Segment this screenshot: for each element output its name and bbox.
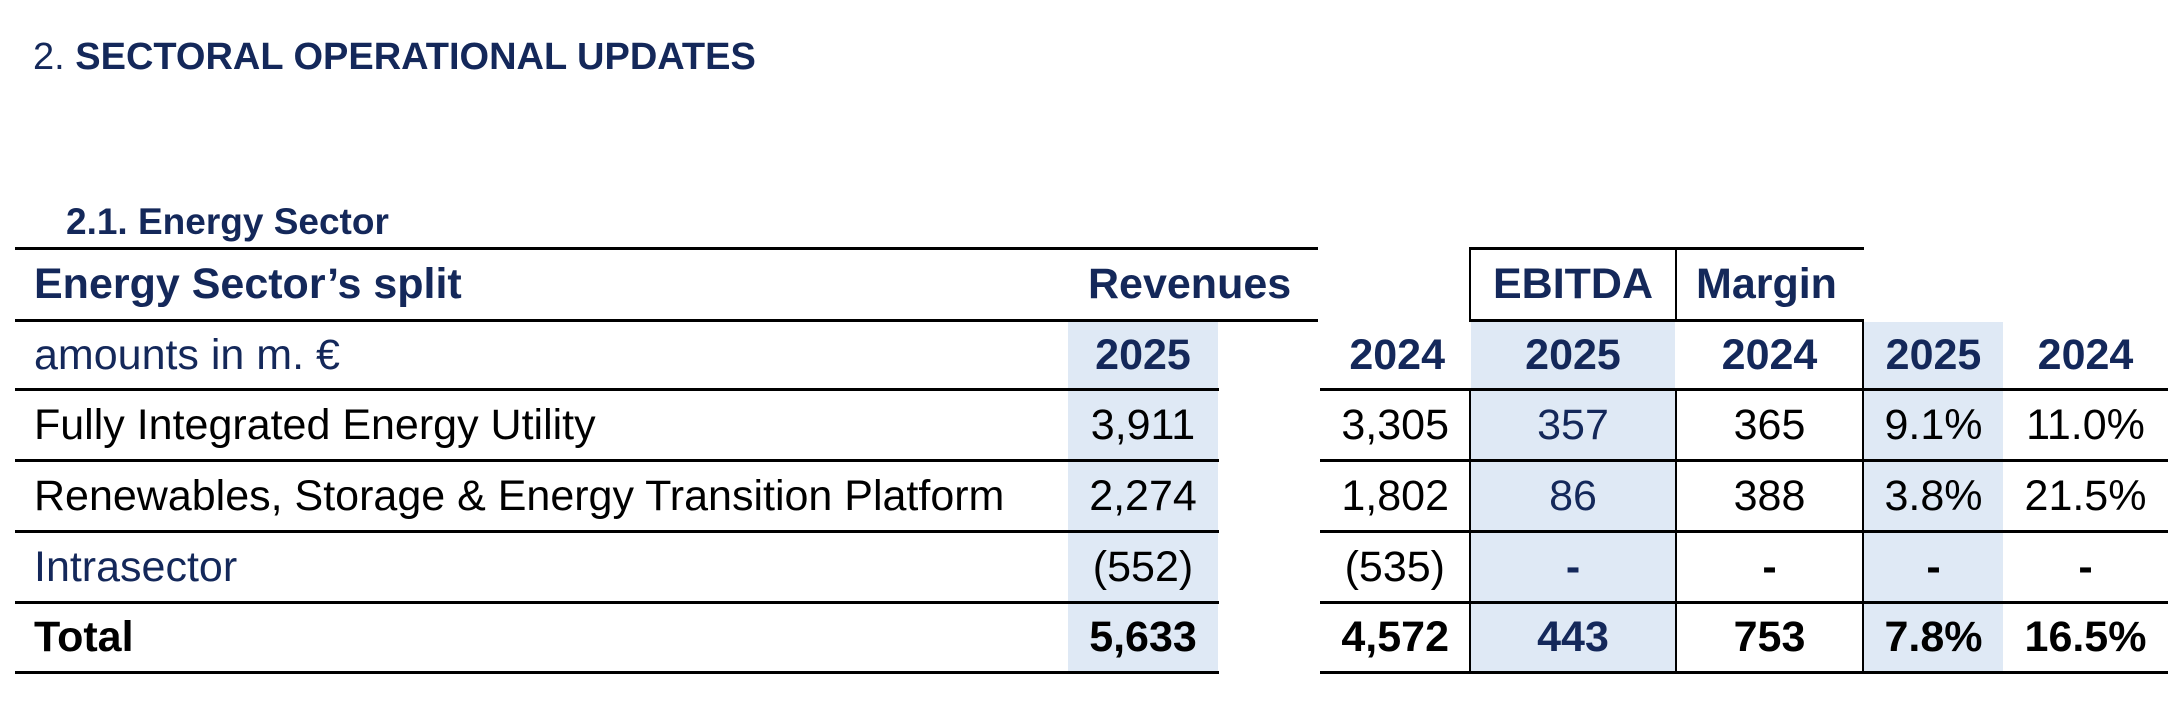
row3-margin-2024: -: [2078, 543, 2093, 591]
section-title: 2. SECTORAL OPERATIONAL UPDATES: [33, 36, 756, 79]
row1-revenues-2025: 3,911: [1090, 401, 1196, 449]
total-margin-2025: 7.8%: [1884, 613, 1983, 661]
year-revenues-2024: 2024: [1349, 331, 1445, 379]
row1-margin-2025: 9.1%: [1884, 401, 1983, 449]
vrule-ebitda-mid-top: [1675, 247, 1677, 321]
section-title-text: SECTORAL OPERATIONAL UPDATES: [75, 36, 756, 78]
year-margin-2025: 2025: [1885, 331, 1982, 379]
rule-row1-right: [1320, 388, 2168, 391]
total-ebitda-2024: 753: [1733, 613, 1806, 661]
row-label-fully-integrated: Fully Integrated Energy Utility: [34, 401, 596, 449]
year-ebitda-2025: 2025: [1525, 331, 1621, 379]
row1-margin-2024: 11.0%: [2026, 401, 2145, 449]
row1-ebitda-2024: 365: [1733, 401, 1806, 449]
header-ebitda-label: EBITDA: [1492, 260, 1654, 308]
row-label-total: Total: [34, 613, 134, 661]
row2-ebitda-2025: 86: [1549, 472, 1597, 520]
rule-row4-right: [1320, 601, 2168, 604]
header-margin-label: Margin: [1696, 260, 1837, 308]
row3-revenues-2024: (535): [1344, 543, 1445, 591]
rule-bottom-right: [1320, 671, 2168, 674]
total-revenues-2025: 5,633: [1089, 613, 1197, 661]
row3-ebitda-2024: -: [1762, 543, 1777, 591]
total-revenues-2024: 4,572: [1341, 613, 1449, 661]
shade-revenues-2025: [1068, 322, 1218, 673]
row2-margin-2025: 3.8%: [1884, 472, 1983, 520]
vrule-ebitda-mid: [1675, 388, 1677, 673]
total-ebitda-2025: 443: [1537, 613, 1609, 661]
vrule-ebitda-left-top: [1469, 247, 1471, 321]
rule-row4-left: [15, 601, 1219, 604]
rule-row1-left: [15, 388, 1219, 391]
row2-revenues-2025: 2,274: [1089, 472, 1197, 520]
vrule-margin-left: [1862, 319, 1864, 673]
rule-row2-left: [15, 459, 1219, 462]
total-margin-2024: 16.5%: [2024, 613, 2147, 661]
rule-row3-right: [1320, 530, 2168, 533]
header-split-label: Energy Sector’s split: [34, 260, 462, 308]
shade-ebitda-2025: [1471, 322, 1675, 673]
row-label-intrasector: Intrasector: [34, 543, 238, 591]
row2-margin-2024: 21.5%: [2024, 472, 2147, 520]
row3-margin-2025: -: [1926, 543, 1941, 591]
row2-ebitda-2024: 388: [1733, 472, 1806, 520]
year-revenues-2025: 2025: [1095, 331, 1191, 379]
row3-ebitda-2025: -: [1565, 543, 1581, 591]
rule-header-left: [15, 319, 1318, 322]
rule-header-right: [1469, 319, 1864, 322]
row3-revenues-2025: (552): [1092, 543, 1194, 591]
rule-bottom-left: [15, 671, 1219, 674]
rule-row3-left: [15, 530, 1219, 533]
row-label-renewables: Renewables, Storage & Energy Transition …: [34, 472, 1005, 520]
row2-revenues-2024: 1,802: [1341, 472, 1449, 520]
rule-row2-right: [1320, 459, 2168, 462]
vrule-ebitda-left: [1469, 388, 1471, 673]
shade-margin-2025: [1862, 322, 2003, 673]
rule-top-ebitda: [1469, 247, 1864, 250]
header-revenues-label: Revenues: [1088, 260, 1292, 308]
rule-top-left: [15, 247, 1318, 250]
year-margin-2024: 2024: [2037, 331, 2134, 379]
year-ebitda-2024: 2024: [1721, 331, 1818, 379]
section-number: 2.: [33, 36, 65, 78]
units-label: amounts in m. €: [34, 331, 340, 379]
row1-revenues-2024: 3,305: [1341, 401, 1449, 449]
subsection-title: 2.1. Energy Sector: [66, 201, 389, 242]
row1-ebitda-2025: 357: [1537, 401, 1609, 449]
